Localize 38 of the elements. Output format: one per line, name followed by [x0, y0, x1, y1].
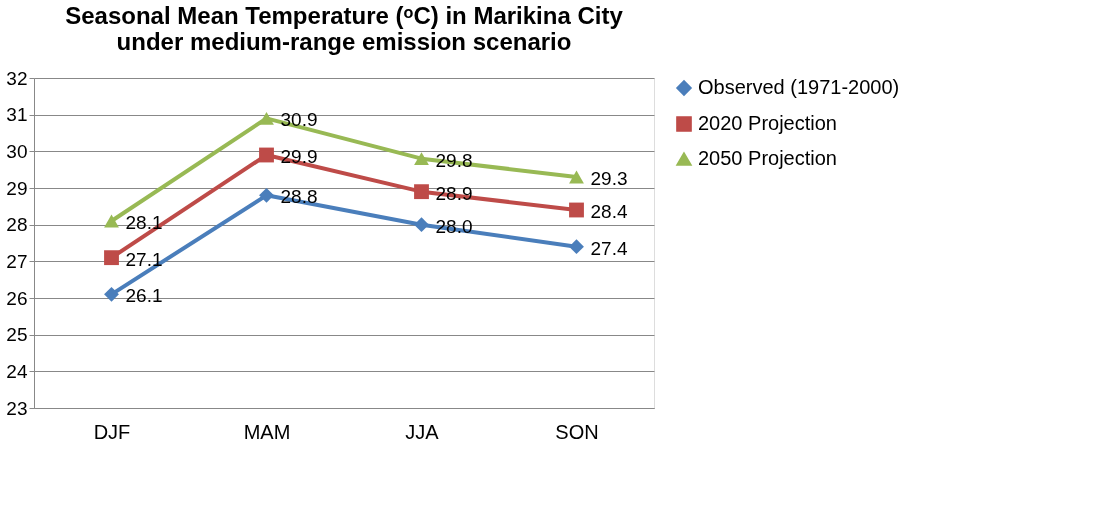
point	[569, 170, 584, 184]
y-tick-label: 23	[6, 397, 28, 419]
y-tick-label: 28	[6, 214, 28, 236]
point	[414, 184, 429, 200]
data-label: 26.1	[125, 285, 163, 307]
point	[259, 147, 274, 163]
point	[104, 214, 119, 228]
data-label: 27.4	[590, 237, 628, 259]
point	[259, 187, 274, 203]
x-tick-label: MAM	[243, 420, 291, 443]
y-tick-label: 29	[6, 177, 28, 199]
point	[569, 239, 584, 255]
point	[414, 152, 429, 166]
data-label: 29.9	[280, 146, 318, 167]
data-label: 28.4	[590, 201, 628, 222]
point	[259, 111, 274, 125]
y-tick-label: 32	[6, 67, 28, 89]
y-tick-label: 26	[6, 287, 28, 309]
legend-label: Observed (1971-2000)	[698, 76, 900, 98]
y-tick-label: 31	[6, 104, 28, 126]
data-label: 27.1	[125, 248, 163, 270]
chart-title: Seasonal Mean Temperature (ᵒC) in Marikina City under medium-range emission scenario	[65, 2, 624, 55]
x-tick-label: JJA	[405, 420, 440, 443]
point	[569, 202, 584, 218]
y-tick-label: 24	[6, 360, 28, 382]
legend-label: 2050 Projection	[698, 147, 837, 169]
data-label: 28.1	[125, 212, 163, 233]
point	[104, 286, 119, 302]
x-tick-label: SON	[555, 420, 599, 443]
x-tick-label: DJF	[93, 420, 131, 443]
y-tick-label: 25	[6, 324, 28, 346]
legend-label: 2020 Projection	[698, 112, 837, 134]
y-tick-label: 27	[6, 250, 28, 272]
y-tick-label: 30	[6, 140, 28, 162]
data-label: 29.3	[590, 168, 628, 189]
point	[104, 250, 119, 266]
data-label: 30.9	[280, 109, 318, 131]
point	[414, 217, 429, 233]
